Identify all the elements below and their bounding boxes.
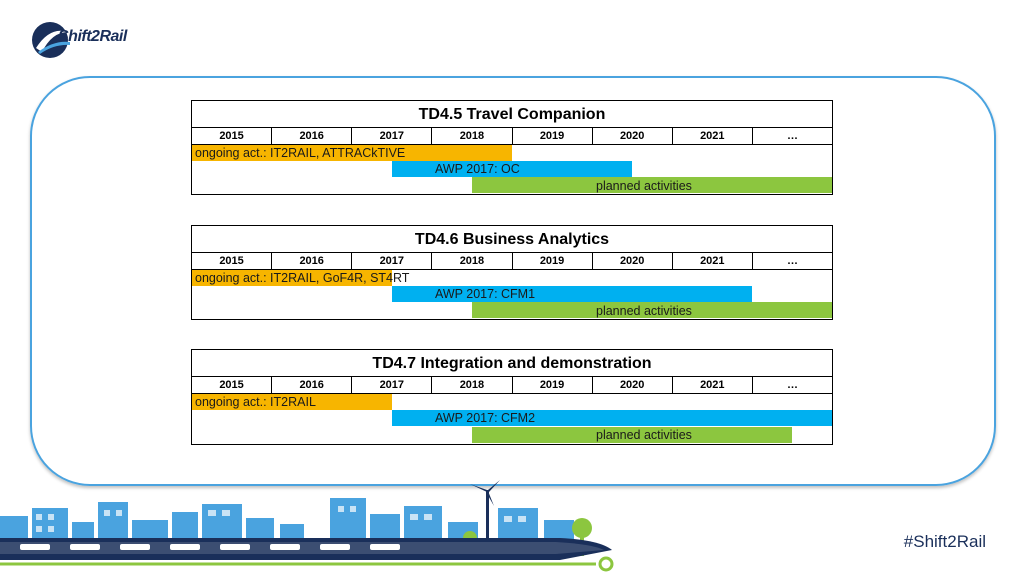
year-cell: 2016 [272, 128, 353, 144]
year-cell: 2016 [272, 377, 353, 393]
ongoing-label: ongoing act.: IT2RAIL, ATTRACkTIVE [195, 146, 406, 160]
activity-bars: ongoing act.: IT2RAIL AWP 2017: CFM2 pla… [192, 394, 832, 444]
shift2rail-logo-icon [32, 22, 70, 58]
year-cell: … [786, 130, 798, 142]
table-title: TD4.7 Integration and demonstration [192, 350, 832, 377]
ongoing-bar [192, 394, 392, 410]
table-title: TD4.5 Travel Companion [192, 101, 832, 128]
year-cell: 2018 [432, 377, 513, 393]
year-cell: … [786, 255, 798, 267]
year-cell: 2015 [192, 128, 273, 144]
planned-label: planned activities [596, 179, 692, 193]
year-cell: 2015 [192, 377, 273, 393]
content-frame [30, 76, 996, 486]
year-cell: 2018 [432, 128, 513, 144]
year-cell: 2017 [352, 253, 433, 269]
activity-bars: ongoing act.: IT2RAIL, GoF4R, ST4RT AWP … [192, 270, 832, 319]
td47-table: TD4.7 Integration and demonstration 2015… [191, 349, 833, 445]
year-cell: 2019 [513, 128, 593, 144]
year-cell: 2016 [272, 253, 353, 269]
year-cell: 2021 [673, 128, 753, 144]
hashtag-label: #Shift2Rail [903, 532, 986, 551]
awp-label: AWP 2017: OC [435, 162, 520, 176]
awp-bar [392, 286, 752, 302]
awp-label: AWP 2017: CFM1 [435, 287, 536, 301]
activity-bars: ongoing act.: IT2RAIL, ATTRACkTIVE AWP 2… [192, 145, 832, 194]
awp-bar [392, 410, 832, 426]
ongoing-bar [192, 145, 512, 161]
planned-label: planned activities [596, 428, 692, 442]
year-cell: … [786, 379, 798, 391]
year-cell: 2020 [593, 128, 673, 144]
year-cell: 2020 [593, 377, 673, 393]
year-cell: 2021 [673, 377, 753, 393]
td46-table: TD4.6 Business Analytics 2015 2016 2017 … [191, 225, 833, 320]
td45-table: TD4.5 Travel Companion 2015 2016 2017 20… [191, 100, 833, 195]
year-cell: 2021 [673, 253, 753, 269]
awp-bar [392, 161, 632, 177]
logo-text: Shift2Rail [58, 28, 127, 45]
year-cell: 2015 [192, 253, 273, 269]
planned-label: planned activities [596, 304, 692, 318]
year-cell: 2018 [432, 253, 513, 269]
planned-bar [472, 427, 792, 443]
ongoing-label: ongoing act.: IT2RAIL, GoF4R, ST4RT [195, 271, 410, 285]
year-cell: 2020 [593, 253, 673, 269]
planned-bar [472, 302, 832, 318]
year-cell: 2019 [513, 377, 593, 393]
ongoing-bar [192, 270, 392, 286]
year-cell: 2019 [513, 253, 593, 269]
ongoing-label: ongoing act.: IT2RAIL [195, 395, 316, 409]
year-cell: 2017 [352, 377, 433, 393]
year-cell: 2017 [352, 128, 433, 144]
year-row: 2015 2016 2017 2018 2019 2020 2021 … [192, 128, 832, 145]
table-title: TD4.6 Business Analytics [192, 226, 832, 253]
year-row: 2015 2016 2017 2018 2019 2020 2021 … [192, 377, 832, 394]
planned-bar [472, 177, 832, 193]
awp-label: AWP 2017: CFM2 [435, 411, 536, 425]
year-row: 2015 2016 2017 2018 2019 2020 2021 … [192, 253, 832, 270]
city-skyline-train-icon [0, 480, 614, 572]
